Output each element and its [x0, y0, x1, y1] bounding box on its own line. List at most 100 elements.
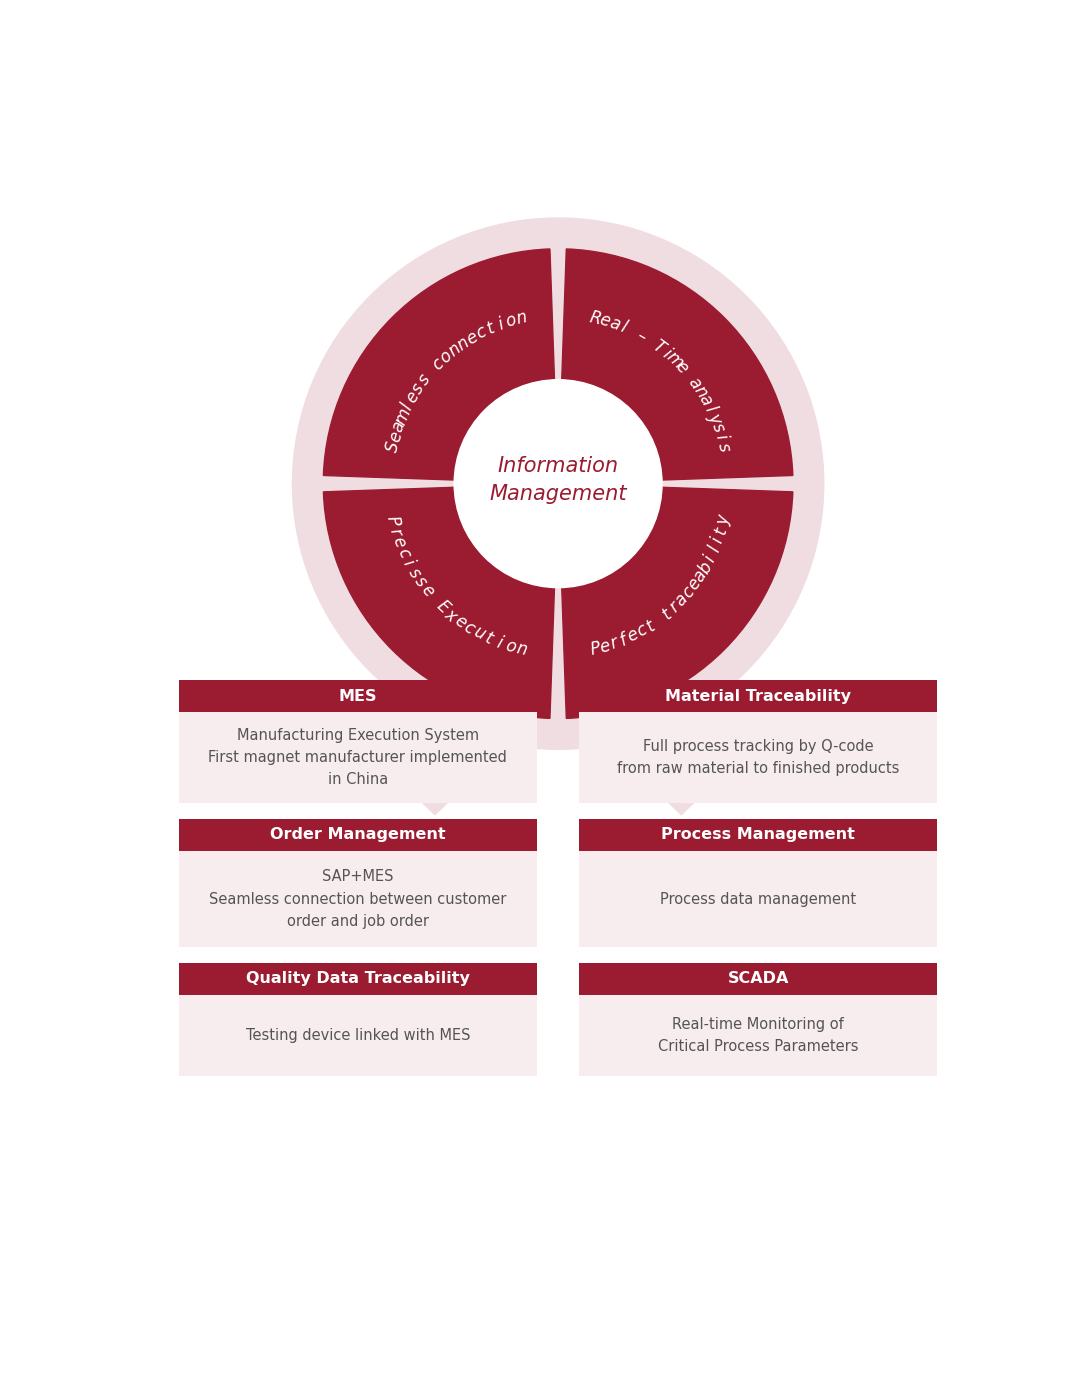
- Text: c: c: [678, 583, 698, 602]
- Text: i: i: [709, 534, 727, 545]
- Text: m: m: [391, 405, 414, 427]
- Text: t: t: [659, 605, 675, 622]
- FancyBboxPatch shape: [579, 712, 938, 804]
- Text: i: i: [659, 345, 674, 363]
- Text: s: s: [411, 573, 430, 591]
- FancyBboxPatch shape: [179, 851, 537, 947]
- Text: c: c: [473, 323, 489, 344]
- Text: r: r: [665, 598, 683, 616]
- Text: b: b: [695, 558, 715, 577]
- FancyBboxPatch shape: [179, 995, 537, 1076]
- Text: a: a: [695, 392, 715, 408]
- Wedge shape: [562, 488, 793, 719]
- Circle shape: [293, 218, 823, 749]
- Text: Testing device linked with MES: Testing device linked with MES: [246, 1028, 470, 1043]
- Wedge shape: [562, 249, 793, 480]
- Text: l: l: [399, 401, 416, 414]
- Text: c: c: [393, 545, 414, 561]
- Text: o: o: [437, 346, 456, 367]
- Text: a: a: [671, 589, 692, 610]
- Text: e: e: [389, 534, 409, 550]
- Text: l: l: [619, 319, 629, 337]
- FancyBboxPatch shape: [179, 680, 537, 712]
- Text: a: a: [389, 419, 409, 434]
- Text: c: c: [429, 354, 448, 374]
- Circle shape: [454, 379, 662, 588]
- Text: n: n: [453, 333, 473, 354]
- Text: s: s: [404, 565, 424, 581]
- Text: e: e: [451, 611, 469, 632]
- Text: n: n: [514, 308, 528, 328]
- FancyBboxPatch shape: [179, 819, 537, 851]
- Text: s: s: [708, 420, 727, 434]
- Text: e: e: [671, 357, 692, 378]
- Text: e: e: [402, 389, 423, 407]
- Text: n: n: [514, 639, 528, 660]
- Text: s: s: [408, 379, 428, 397]
- FancyBboxPatch shape: [579, 851, 938, 947]
- FancyBboxPatch shape: [579, 680, 938, 712]
- Text: r: r: [386, 526, 405, 537]
- Text: n: n: [689, 382, 710, 401]
- Polygon shape: [407, 787, 463, 815]
- Text: y: y: [713, 514, 733, 528]
- Text: Information
Management: Information Management: [489, 456, 627, 504]
- Text: f: f: [617, 631, 631, 650]
- FancyBboxPatch shape: [179, 963, 537, 995]
- FancyBboxPatch shape: [179, 712, 537, 804]
- Text: Quality Data Traceability: Quality Data Traceability: [246, 971, 469, 987]
- Text: s: s: [713, 441, 733, 453]
- FancyBboxPatch shape: [579, 819, 938, 851]
- Text: SCADA: SCADA: [727, 971, 790, 987]
- Text: a: a: [689, 567, 710, 585]
- Text: e: e: [386, 429, 405, 444]
- Text: e: e: [624, 625, 641, 646]
- Text: o: o: [503, 636, 517, 657]
- Text: Process Management: Process Management: [661, 827, 855, 842]
- Text: e: e: [417, 581, 437, 600]
- Text: Material Traceability: Material Traceability: [665, 688, 852, 703]
- Text: S: S: [383, 440, 403, 453]
- Text: Full process tracking by Q-code
from raw material to finished products: Full process tracking by Q-code from raw…: [617, 739, 900, 776]
- Text: c: c: [634, 621, 650, 640]
- Text: P: P: [588, 639, 602, 660]
- Text: t: t: [482, 629, 495, 649]
- Text: s: s: [415, 371, 435, 389]
- Text: e: e: [598, 311, 612, 331]
- Text: t: t: [711, 525, 731, 536]
- Text: SAP+MES
Seamless connection between customer
order and job order: SAP+MES Seamless connection between cust…: [209, 870, 506, 929]
- Text: u: u: [470, 622, 488, 644]
- Text: i: i: [711, 433, 731, 441]
- Text: c: c: [461, 618, 478, 638]
- Text: i: i: [400, 556, 417, 569]
- Text: Process data management: Process data management: [660, 892, 856, 907]
- Text: t: t: [643, 617, 658, 635]
- Text: x: x: [441, 605, 461, 625]
- Text: P: P: [383, 514, 403, 528]
- Text: n: n: [444, 339, 464, 360]
- Text: i: i: [701, 552, 719, 565]
- Text: e: e: [598, 636, 612, 657]
- Text: i: i: [494, 633, 505, 651]
- FancyBboxPatch shape: [579, 963, 938, 995]
- Polygon shape: [666, 591, 696, 787]
- Text: e: e: [684, 574, 705, 594]
- Text: y: y: [703, 409, 724, 426]
- Text: –: –: [634, 327, 650, 346]
- Text: a: a: [607, 313, 622, 334]
- FancyBboxPatch shape: [579, 995, 938, 1076]
- Text: i: i: [495, 315, 506, 334]
- Text: E: E: [432, 598, 452, 617]
- Wedge shape: [323, 249, 554, 480]
- Text: r: r: [608, 633, 621, 653]
- Text: e: e: [463, 327, 481, 348]
- Text: Order Management: Order Management: [270, 827, 445, 842]
- Text: Real-time Monitoring of
Critical Process Parameters: Real-time Monitoring of Critical Process…: [658, 1017, 858, 1054]
- Text: l: l: [705, 544, 723, 555]
- Text: m: m: [662, 348, 686, 372]
- Text: MES: MES: [339, 688, 377, 703]
- Wedge shape: [323, 488, 554, 719]
- Text: Manufacturing Execution System
First magnet manufacturer implemented
in China: Manufacturing Execution System First mag…: [208, 728, 507, 787]
- Text: t: t: [485, 319, 498, 338]
- Polygon shape: [653, 787, 709, 815]
